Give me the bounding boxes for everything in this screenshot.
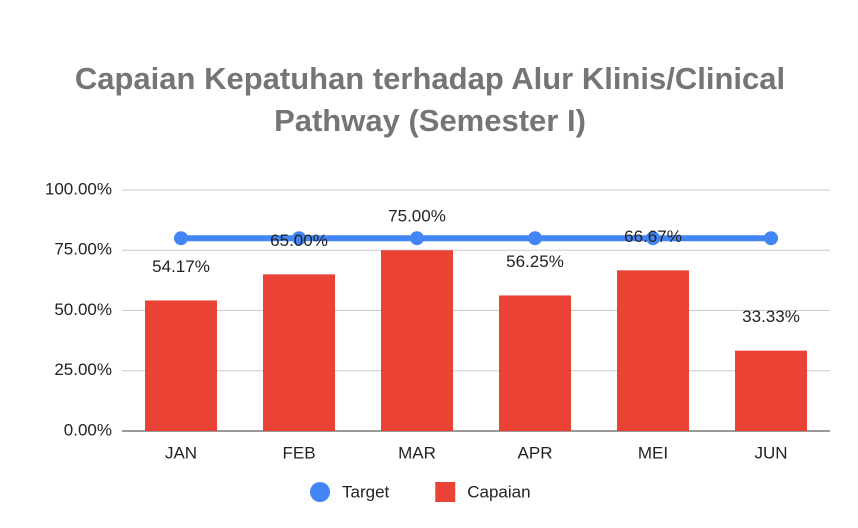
bar [381,250,453,431]
data-label: 33.33% [742,307,800,326]
bar [263,274,335,431]
point [410,231,424,246]
y-tick-label: 50.00% [54,300,112,319]
legend-label: Capaian [467,482,530,501]
chart-title: Capaian Kepatuhan terhadap Alur Klinis/C… [74,61,786,138]
bar [735,350,807,431]
x-tick-label: APR [518,443,553,462]
y-tick-label: 0.00% [64,420,112,439]
bar [145,300,217,431]
point [528,231,542,246]
data-label: 66.67% [624,227,682,246]
data-label: 75.00% [388,207,446,226]
data-label: 54.17% [152,257,210,276]
point [646,231,660,246]
point [764,231,778,246]
bar [499,295,571,431]
point [292,231,306,246]
y-tick-label: 100.00% [45,179,112,198]
data-label: 65.00% [270,231,328,250]
legend-marker [435,482,456,502]
x-tick-label: JAN [165,443,197,462]
x-tick-label: MEI [638,443,668,462]
x-tick-label: JUN [754,443,787,462]
x-tick-label: FEB [282,443,315,462]
data-label: 56.25% [506,252,564,271]
y-tick-label: 75.00% [54,240,112,259]
legend-label: Target [342,482,390,501]
bar [617,270,689,431]
point [174,231,188,246]
x-tick-label: MAR [398,443,436,462]
y-tick-label: 25.00% [54,360,112,379]
legend-marker [310,482,330,502]
